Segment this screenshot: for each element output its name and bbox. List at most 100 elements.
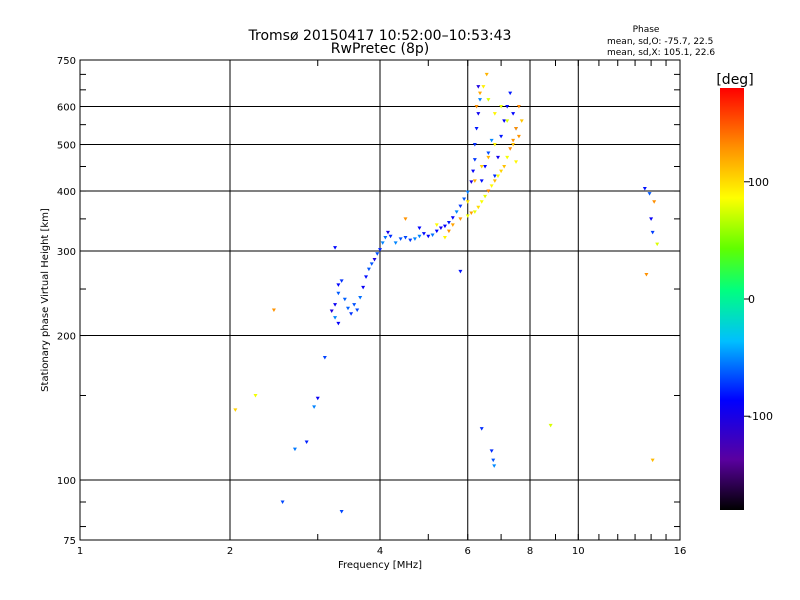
data-point-o bbox=[339, 509, 344, 514]
data-point-x bbox=[489, 184, 494, 188]
data-point-x bbox=[514, 160, 519, 164]
data-point-o bbox=[647, 192, 652, 196]
data-point-o bbox=[483, 164, 488, 169]
data-point-x bbox=[499, 169, 504, 174]
data-point-x bbox=[434, 223, 439, 227]
data-point-o bbox=[345, 306, 350, 311]
data-point-x bbox=[516, 105, 521, 109]
data-point-o bbox=[476, 112, 481, 116]
colorbar-label: [deg] bbox=[716, 72, 753, 88]
phase-stats-title: Phase bbox=[633, 25, 660, 35]
data-point-o bbox=[336, 283, 341, 287]
data-point-x bbox=[476, 205, 481, 210]
data-point-x bbox=[492, 112, 497, 116]
tick-labels: 1 2 4 6 8 10 16 75 100 200 300 400 500 600 750 bbox=[57, 56, 686, 557]
data-point-o bbox=[304, 440, 309, 445]
data-point-o bbox=[650, 230, 655, 235]
data-point-x bbox=[511, 138, 516, 143]
data-point-x bbox=[253, 394, 258, 398]
data-point-x bbox=[465, 200, 470, 204]
data-point-o bbox=[478, 98, 483, 102]
data-point-o bbox=[342, 297, 347, 302]
data-point-x bbox=[505, 119, 510, 123]
colorbar bbox=[720, 88, 744, 510]
y-tick-label: 500 bbox=[57, 141, 76, 152]
data-point-o bbox=[499, 134, 504, 139]
data-point-x bbox=[652, 200, 657, 204]
data-point-o bbox=[489, 449, 494, 453]
data-point-x bbox=[442, 236, 447, 240]
data-point-x bbox=[505, 155, 510, 160]
colorbar-tick-label: 100 bbox=[748, 176, 769, 189]
data-point-o bbox=[492, 464, 497, 468]
data-point-o bbox=[511, 112, 516, 116]
data-point-o bbox=[450, 216, 455, 220]
data-point-o bbox=[434, 229, 439, 234]
colorbar-tick-label: -100 bbox=[748, 410, 773, 423]
data-point-o bbox=[385, 230, 390, 235]
data-point-o bbox=[642, 186, 647, 191]
data-point-o bbox=[333, 246, 338, 250]
phase-stats-o: mean, sd,O: -75.7, 22.5 bbox=[607, 37, 713, 47]
data-point-o bbox=[491, 458, 496, 463]
data-point-o bbox=[292, 447, 297, 452]
data-point-x bbox=[519, 119, 524, 123]
data-point-x bbox=[478, 91, 483, 96]
data-point-x bbox=[479, 164, 484, 169]
data-point-x bbox=[514, 126, 519, 131]
y-tick-label: 400 bbox=[57, 187, 76, 198]
data-point-x bbox=[484, 72, 489, 77]
data-point-x bbox=[499, 105, 504, 109]
data-point-o bbox=[322, 355, 327, 360]
data-point-o bbox=[412, 237, 417, 241]
data-point-o bbox=[388, 234, 393, 239]
data-point-o bbox=[378, 248, 382, 252]
data-point-o bbox=[479, 179, 484, 183]
data-point-o bbox=[408, 238, 413, 243]
x-tick-label: 1 bbox=[77, 546, 83, 557]
data-point-o bbox=[471, 169, 476, 174]
data-point-x bbox=[655, 242, 660, 247]
x-tick-label: 8 bbox=[527, 546, 533, 557]
data-point-o bbox=[339, 279, 344, 283]
data-point-x bbox=[271, 308, 276, 313]
data-point-o bbox=[454, 210, 459, 214]
data-point-o bbox=[486, 151, 491, 156]
y-axis-label: Stationary phase Virtual Height [km] bbox=[40, 208, 51, 392]
data-point-o bbox=[393, 241, 398, 245]
data-point-x bbox=[483, 194, 488, 199]
y-tick-label: 75 bbox=[63, 536, 76, 547]
chart-title: Tromsø 20150417 10:52:00–10:53:43 bbox=[248, 28, 512, 44]
data-point-x bbox=[644, 273, 649, 277]
data-point-x bbox=[502, 164, 507, 169]
data-point-x bbox=[492, 143, 497, 147]
data-point-x bbox=[446, 229, 451, 234]
data-point-o bbox=[492, 174, 497, 178]
data-point-o bbox=[458, 204, 463, 209]
data-point-x bbox=[495, 174, 500, 178]
data-point-x bbox=[472, 210, 477, 214]
data-point-x bbox=[233, 408, 238, 412]
data-point-o bbox=[446, 220, 451, 225]
plot-frame bbox=[79, 59, 681, 541]
data-point-o bbox=[355, 308, 360, 313]
phase-stats-x: mean, sd,X: 105.1, 22.6 bbox=[607, 48, 715, 58]
data-point-x bbox=[650, 458, 655, 463]
y-tick-label: 100 bbox=[57, 476, 76, 487]
y-tick-label: 750 bbox=[57, 56, 76, 67]
data-point-o bbox=[458, 269, 463, 274]
data-point-o bbox=[505, 105, 510, 109]
data-point-x bbox=[511, 143, 516, 147]
data-point-o bbox=[438, 226, 443, 231]
data-point-o bbox=[403, 236, 408, 240]
x-tick-label: 6 bbox=[465, 546, 471, 557]
data-point-x bbox=[474, 105, 479, 109]
data-point-o bbox=[476, 85, 481, 89]
data-point-o bbox=[358, 296, 363, 300]
data-point-o bbox=[472, 158, 477, 162]
y-tick-label: 600 bbox=[57, 103, 76, 114]
grid-lines bbox=[80, 60, 680, 540]
y-tick-label: 300 bbox=[57, 247, 76, 258]
data-point-x bbox=[508, 147, 513, 151]
x-tick-label: 16 bbox=[674, 546, 687, 557]
